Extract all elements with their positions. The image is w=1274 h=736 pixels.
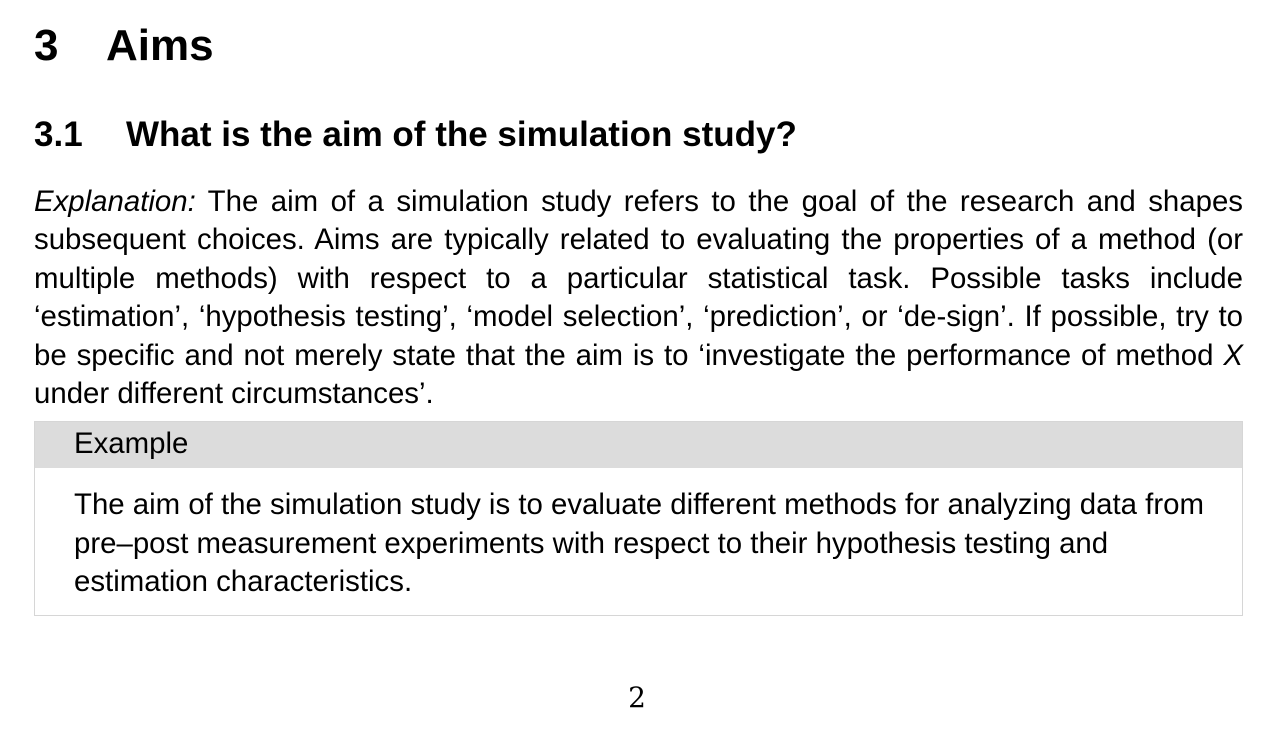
section-title: Aims [106,21,214,70]
method-variable: X [1223,338,1243,372]
explanation-text-part-2: under different circumstances’. [34,377,434,411]
section-heading: 3 Aims [34,18,214,74]
subsection-number: 3.1 [34,115,83,154]
example-box: Example The aim of the simulation study … [34,421,1243,616]
section-number: 3 [34,21,59,70]
subsection-title: What is the aim of the simulation study? [126,115,797,154]
explanation-label: Explanation: [34,185,196,218]
subsection-heading: 3.1 What is the aim of the simulation stu… [34,113,797,157]
page-number: 2 [628,681,646,714]
example-header: Example [35,422,1242,468]
explanation-paragraph: Explanation: The aim of a simulation stu… [34,183,1243,413]
example-text: The aim of the simulation study is to ev… [74,488,1204,598]
explanation-text-part-1: The aim of a simulation study refers to … [34,185,1243,372]
